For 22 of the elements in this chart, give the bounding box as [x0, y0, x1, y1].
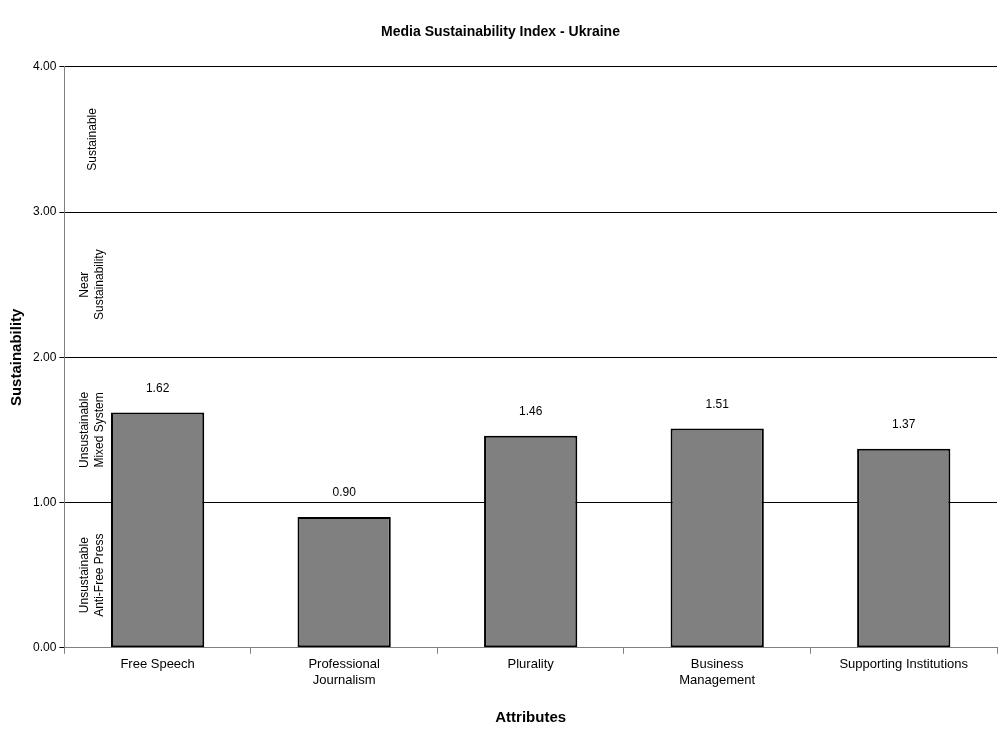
- data-label: 0.90: [332, 485, 357, 500]
- data-label: 1.46: [519, 404, 543, 419]
- x-axis-title: Attributes: [495, 708, 567, 726]
- annotation: Unsustainable Mixed System: [77, 391, 107, 468]
- data-label: 1.51: [705, 396, 730, 411]
- y-tick-label: 1.00: [33, 494, 57, 509]
- y-tick-label: 3.00: [33, 204, 57, 219]
- y-tick-label: 4.00: [33, 59, 57, 74]
- x-tick-label: Professional Journalism: [308, 656, 381, 687]
- x-tick-label: Free Speech: [120, 656, 195, 672]
- chart-title: Media Sustainability Index - Ukraine: [381, 23, 621, 40]
- annotation: Unsustainable Anti-Free Press: [77, 533, 107, 617]
- x-tick-label: Business Management: [679, 656, 756, 687]
- annotation: Sustainable: [84, 107, 99, 171]
- annotation: Near Sustainability: [77, 249, 107, 321]
- x-tick-label: Plurality: [507, 656, 555, 672]
- data-label: 1.37: [892, 417, 916, 432]
- y-tick-label: 2.00: [33, 349, 57, 364]
- data-label: 1.62: [145, 380, 170, 395]
- y-axis-title: Sustainability: [7, 307, 25, 407]
- y-tick-label: 0.00: [33, 640, 57, 655]
- x-tick-label: Supporting Institutions: [839, 656, 969, 672]
